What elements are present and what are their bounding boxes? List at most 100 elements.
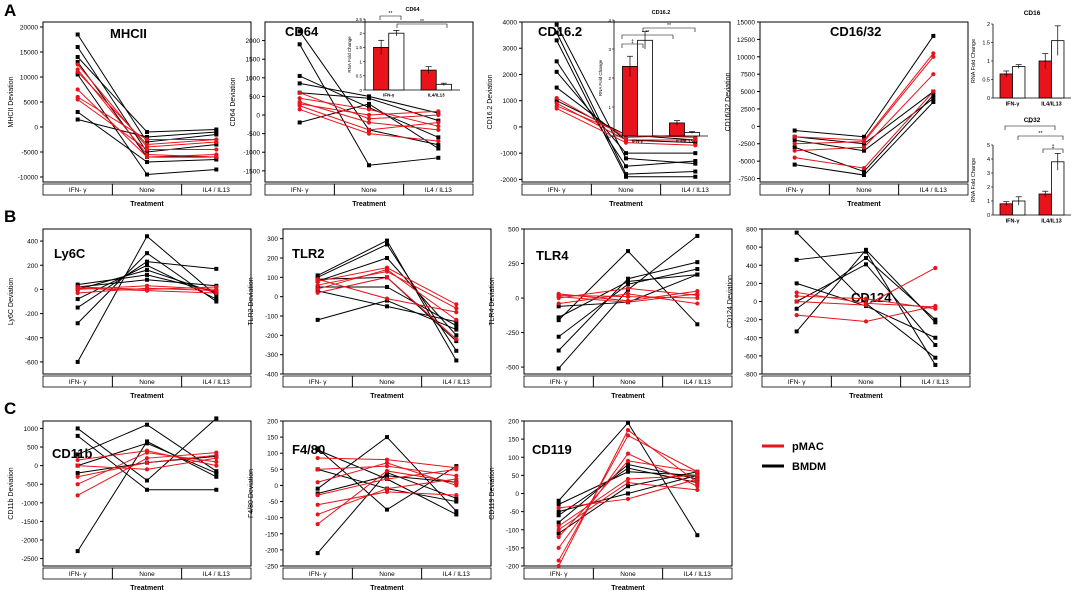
category-cell xyxy=(898,183,969,196)
pmac-point xyxy=(144,154,150,160)
bmdm-point xyxy=(695,260,700,265)
y-axis-label: CD16.2 Deviation xyxy=(487,74,494,129)
bmdm-point xyxy=(794,306,799,311)
bar-chart-title: CD16 xyxy=(1024,10,1041,17)
significance-bracket xyxy=(1042,148,1064,153)
panel-letter-A: A xyxy=(4,1,16,20)
bmdm-point xyxy=(75,433,80,438)
category-cell xyxy=(421,567,492,580)
bmdm-point xyxy=(214,487,219,492)
bmdm-point xyxy=(145,135,149,139)
pmac-point xyxy=(75,493,80,498)
chart-cd64: -1500 -1000 -500 0 500 1000 1500 2000 IFN- γ None… xyxy=(230,21,474,208)
pmac-point xyxy=(144,147,150,152)
y-tick-label: -1000 xyxy=(21,500,38,507)
bmdm-point xyxy=(145,150,149,154)
pmac-point xyxy=(75,87,80,92)
bmdm-point xyxy=(145,172,149,177)
bar-y-label: RNA Fold Change xyxy=(971,158,977,202)
bmdm-point xyxy=(695,267,700,272)
y-tick-label: -1000 xyxy=(243,150,260,157)
category-cell xyxy=(181,567,252,580)
chart-title: TLR4 xyxy=(536,248,569,263)
y-tick-label: 100 xyxy=(508,455,519,462)
bmdm-point xyxy=(862,173,866,178)
pmac-point xyxy=(454,310,459,315)
pmac-point xyxy=(75,62,80,67)
chart-title: MHCII xyxy=(110,26,147,41)
significance-label: ** xyxy=(420,19,424,25)
category-label: IFN- γ xyxy=(291,187,309,194)
bmdm-point xyxy=(626,282,630,287)
plot-frame xyxy=(523,228,733,375)
significance-label: ** xyxy=(389,11,393,17)
bmdm-point xyxy=(385,473,389,478)
bmdm-point xyxy=(556,348,561,353)
bmdm-point xyxy=(556,502,561,507)
pmac-point xyxy=(366,112,372,118)
pmac-point xyxy=(556,558,561,563)
pmac-point xyxy=(454,483,459,488)
bmdm-point xyxy=(794,230,799,235)
bmdm-point xyxy=(214,297,219,302)
pmac-point xyxy=(933,265,938,271)
bmdm-point xyxy=(862,148,866,153)
y-tick-label: 2000 xyxy=(503,72,518,79)
y-tick-label: 1000 xyxy=(503,98,518,105)
bmdm-point xyxy=(385,507,389,512)
bmdm-point xyxy=(454,323,459,328)
bmdm-point xyxy=(933,335,938,340)
y-tick-label: -150 xyxy=(506,545,519,552)
pmac-point xyxy=(315,286,320,292)
bmdm-point xyxy=(297,81,302,86)
bmdm-point xyxy=(214,142,219,147)
y-tick-label: 400 xyxy=(746,263,757,270)
category-label: IFN- γ xyxy=(69,379,87,386)
plot-frame xyxy=(521,21,731,183)
bmdm-point xyxy=(933,343,938,347)
y-tick-label: -200 xyxy=(25,311,38,318)
y-tick-label: 500 xyxy=(249,94,260,101)
y-tick-label: 0 xyxy=(34,463,38,470)
bmdm-point xyxy=(554,38,559,43)
bmdm-point xyxy=(556,366,561,371)
category-label: None xyxy=(139,571,155,578)
chart-cd124: -800 -600 -400 -200 0 200 400 600 800 IFN- γ None I… xyxy=(727,227,971,400)
bmdm-point xyxy=(367,101,371,106)
bmdm-point xyxy=(454,509,459,514)
bmdm-point xyxy=(626,279,630,284)
y-tick-label: -100 xyxy=(265,314,278,321)
bmdm-point xyxy=(75,321,80,326)
pmac-point xyxy=(695,301,700,306)
bmdm-point xyxy=(315,317,320,322)
pmac-point xyxy=(556,505,561,511)
pmac-point xyxy=(366,116,372,121)
y-tick-label: 1000 xyxy=(24,426,39,433)
bmdm-point xyxy=(385,242,389,247)
category-cell xyxy=(660,183,731,196)
pmac-point xyxy=(384,468,390,474)
bmdm-point xyxy=(75,45,80,49)
bmdm-point xyxy=(75,471,80,476)
category-label: IFN- γ xyxy=(786,187,804,194)
bmdm-point xyxy=(792,145,797,150)
pmac-point xyxy=(144,448,150,453)
pmac-point xyxy=(384,486,390,491)
pmac-point xyxy=(454,302,459,307)
y-tick-label: -50 xyxy=(510,509,520,516)
bmdm-point xyxy=(554,98,559,103)
y-tick-label: 200 xyxy=(508,419,519,426)
pmac-point xyxy=(454,493,459,498)
category-label: IFN- γ xyxy=(788,379,806,386)
pmac-point xyxy=(454,480,459,485)
bmdm-point xyxy=(385,256,389,260)
pmac-point xyxy=(556,524,561,529)
category-label: IFN- γ xyxy=(69,187,87,194)
bmdm-point xyxy=(693,159,698,164)
bmdm-point xyxy=(214,471,219,476)
category-label: IFN- γ xyxy=(309,571,327,578)
pmac-point xyxy=(454,476,459,482)
chart-title: CD64 xyxy=(285,24,319,39)
y-tick-label: 2 xyxy=(359,31,362,36)
pmac-point xyxy=(861,165,867,171)
